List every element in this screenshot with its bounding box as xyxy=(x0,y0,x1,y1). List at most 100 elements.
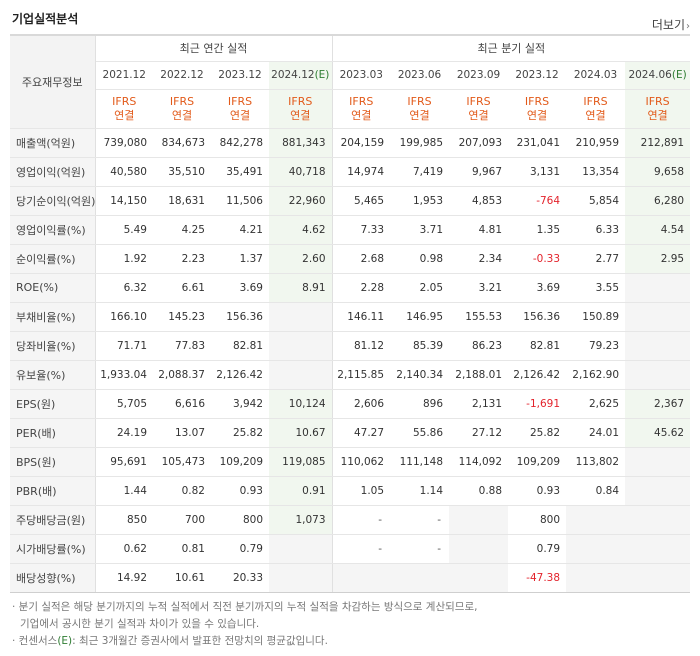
value-cell: 111,148 xyxy=(390,447,450,477)
value-cell: 9,658 xyxy=(625,157,691,187)
value-cell: 842,278 xyxy=(211,128,269,158)
value-cell xyxy=(269,331,333,361)
value-cell: 2,115.85 xyxy=(331,360,391,390)
row-label: 당좌비율(%) xyxy=(10,331,96,361)
value-cell xyxy=(625,447,691,477)
row-label: 시가배당률(%) xyxy=(10,534,96,564)
value-cell: 3.71 xyxy=(390,214,450,245)
value-cell: 40,718 xyxy=(269,157,333,187)
value-cell xyxy=(625,476,691,506)
row-label: PBR(배) xyxy=(10,476,96,506)
ifrs-label: IFRS xyxy=(524,94,550,108)
table-row: 당기순이익(억원) 14,150 18,631 11,506 22,960 5,465 1,… xyxy=(10,186,691,216)
row-label: 순이익률(%) xyxy=(10,244,96,274)
value-cell: 800 xyxy=(508,504,567,535)
period-label: 2023.03 xyxy=(339,69,383,81)
table-row: 순이익률(%) 1.92 2.23 1.37 2.60 2.68 0.98 2.34 -0.33… xyxy=(10,244,691,274)
value-cell: 2,625 xyxy=(566,388,626,419)
value-cell: 3.69 xyxy=(508,273,567,303)
value-cell: 35,491 xyxy=(211,157,269,187)
value-cell: 0.79 xyxy=(211,534,269,564)
period-label: 2021.12 xyxy=(102,69,146,81)
value-cell: 1,953 xyxy=(390,186,450,216)
period-header: 2021.12 xyxy=(95,61,153,90)
value-cell: 5,705 xyxy=(95,388,153,419)
row-label: 부채비율(%) xyxy=(10,302,96,332)
value-cell xyxy=(625,534,691,564)
value-cell: 4.25 xyxy=(153,214,211,245)
value-cell: 145.23 xyxy=(153,302,211,332)
value-cell: 2.60 xyxy=(269,244,333,274)
value-cell: 146.11 xyxy=(331,302,391,332)
value-cell: 24.01 xyxy=(566,418,626,448)
value-cell: 8.91 xyxy=(269,273,333,303)
period-header: 2023.03 xyxy=(331,61,391,90)
value-cell xyxy=(625,331,691,361)
value-cell: 739,080 xyxy=(95,128,153,158)
consolidated-label: 연결 xyxy=(468,108,489,122)
consolidated-label: 연결 xyxy=(290,108,311,122)
value-cell: 1,073 xyxy=(269,504,333,535)
value-cell: 7,419 xyxy=(390,157,450,187)
value-cell: -0.33 xyxy=(508,244,567,274)
value-cell: 1.05 xyxy=(331,476,391,506)
row-label: EPS(원) xyxy=(10,388,96,419)
value-cell: 82.81 xyxy=(211,331,269,361)
quarter-group-header: 최근 분기 실적 xyxy=(331,34,691,62)
annual-group-header: 최근 연간 실적 xyxy=(95,34,333,62)
table-row: BPS(원) 95,691 105,473 109,209 119,085 110,062… xyxy=(10,447,691,477)
value-cell: 1.35 xyxy=(508,214,567,245)
value-cell xyxy=(269,563,333,593)
value-cell: 0.93 xyxy=(211,476,269,506)
table-row: 주당배당금(원) 850 700 800 1,073- -800 xyxy=(10,504,691,535)
consolidated-label: 연결 xyxy=(409,108,430,122)
period-label: 2024.03 xyxy=(573,69,618,81)
value-cell xyxy=(269,534,333,564)
estimate-mark: (E) xyxy=(314,69,330,81)
value-cell: 35,510 xyxy=(153,157,211,187)
value-cell: 13.07 xyxy=(153,418,211,448)
value-cell: 1.92 xyxy=(95,244,153,274)
value-cell: 95,691 xyxy=(95,447,153,477)
value-cell: 25.82 xyxy=(211,418,269,448)
value-cell xyxy=(449,534,509,564)
ifrs-label: IFRS xyxy=(645,94,670,108)
value-cell: 156.36 xyxy=(508,302,567,332)
value-cell xyxy=(566,504,626,535)
value-cell: -764 xyxy=(508,186,567,216)
value-cell: 6,616 xyxy=(153,388,211,419)
value-cell xyxy=(566,563,626,593)
value-cell: 1.14 xyxy=(390,476,450,506)
value-cell: 6,280 xyxy=(625,186,691,216)
row-label: 배당성향(%) xyxy=(10,563,96,593)
row-label: 영업이익(억원) xyxy=(10,157,96,187)
period-header: 2024.12(E) xyxy=(269,61,333,90)
period-label: 2023.09 xyxy=(456,69,501,81)
footnote-1-cont: 기업에서 공시한 분기 실적과 차이가 있을 수 있습니다. xyxy=(20,618,260,630)
value-cell: 4,853 xyxy=(449,186,509,216)
value-cell: 114,092 xyxy=(449,447,509,477)
value-cell xyxy=(390,563,450,593)
value-cell: 155.53 xyxy=(449,302,509,332)
value-cell: 109,209 xyxy=(508,447,567,477)
value-cell: - xyxy=(331,534,391,564)
value-cell: 199,985 xyxy=(390,128,450,158)
value-cell: 204,159 xyxy=(331,128,391,158)
value-cell xyxy=(269,302,333,332)
value-cell: 119,085 xyxy=(269,447,333,477)
value-cell: 2.05 xyxy=(390,273,450,303)
value-cell: 0.91 xyxy=(269,476,333,506)
value-cell: 82.81 xyxy=(508,331,567,361)
more-link[interactable]: 더보기› xyxy=(652,16,690,33)
row-label: BPS(원) xyxy=(10,447,96,477)
value-cell: 2.23 xyxy=(153,244,211,274)
period-header: 2023.12 xyxy=(211,61,269,90)
table-row: 시가배당률(%) 0.62 0.81 0.79- -0.79 xyxy=(10,534,691,564)
value-cell: 4.81 xyxy=(449,214,509,245)
footnote-1: · 분기 실적은 해당 분기까지의 누적 실적에서 직전 분기까지의 누적 실적… xyxy=(12,601,478,613)
value-cell: 55.86 xyxy=(390,418,450,448)
value-cell: 0.93 xyxy=(508,476,567,506)
value-cell: 210,959 xyxy=(566,128,626,158)
value-cell: 2,131 xyxy=(449,388,509,419)
